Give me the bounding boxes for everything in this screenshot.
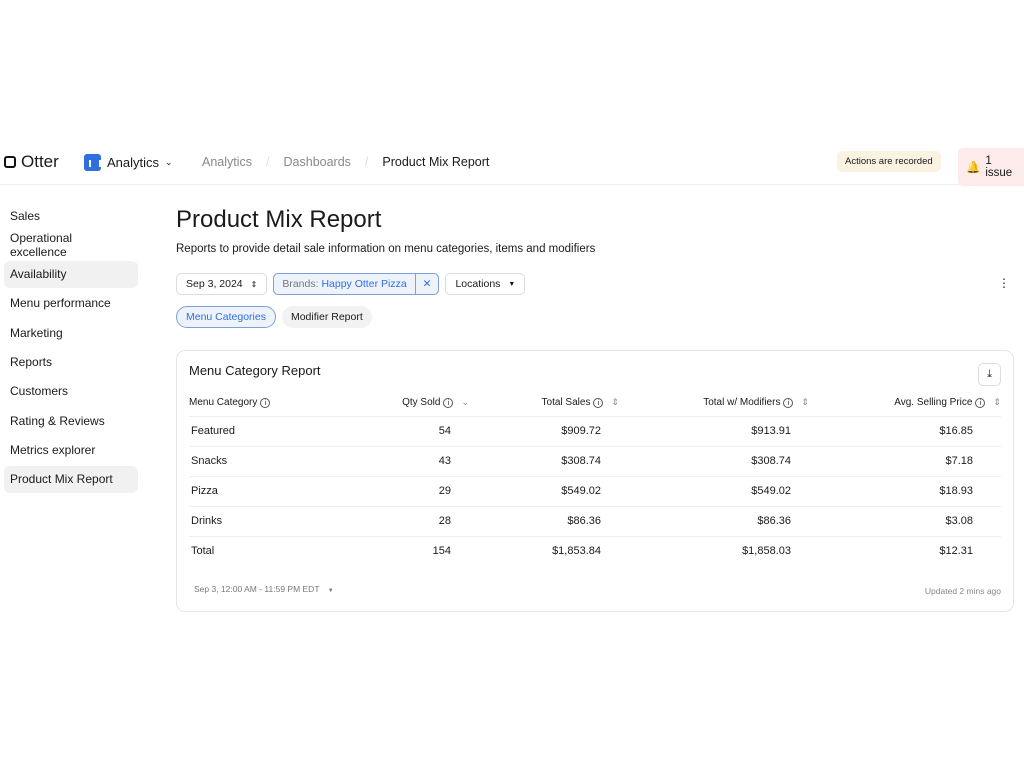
report-table: Menu Category i Qty Sold i ⌄ Total Sales i ⇕ … bbox=[189, 389, 1001, 566]
breadcrumb-current: Product Mix Report bbox=[382, 155, 490, 169]
info-icon: i bbox=[443, 397, 454, 408]
caret-down-icon: ▼ bbox=[508, 280, 516, 288]
column-header[interactable]: Menu Category i bbox=[189, 389, 339, 417]
table-cell: $1,858.03 bbox=[742, 545, 791, 558]
locations-dropdown[interactable]: Locations ▼ bbox=[445, 273, 526, 295]
time-range-dropdown[interactable]: Sep 3, 12:00 AM - 11:59 PM EDT ▼ bbox=[194, 584, 334, 594]
table-cell: $12.31 bbox=[939, 545, 973, 558]
logo-icon bbox=[4, 156, 16, 168]
column-header[interactable]: Total w/ Modifiers i ⇕ bbox=[619, 389, 809, 417]
report-title: Menu Category Report bbox=[189, 363, 321, 378]
sidebar-item-rating-reviews[interactable]: Rating & Reviews bbox=[10, 413, 105, 428]
info-icon: i bbox=[975, 397, 986, 408]
date-value: Sep 3, 2024 bbox=[186, 278, 243, 290]
table-cell: 54 bbox=[339, 416, 469, 447]
close-icon[interactable]: ✕ bbox=[414, 274, 439, 294]
locations-label: Locations bbox=[455, 278, 501, 290]
column-header[interactable]: Total Sales i ⇕ bbox=[469, 389, 619, 417]
sidebar-item-operational-excellence[interactable]: Operational excellence bbox=[10, 230, 73, 259]
table-cell: $86.36 bbox=[619, 506, 809, 537]
report-tabs: Menu Categories Modifier Report bbox=[176, 306, 372, 328]
table-cell: $308.74 bbox=[469, 446, 619, 477]
logo-text: Otter bbox=[21, 152, 59, 171]
table-cell: $16.85 bbox=[809, 416, 1001, 447]
table-cell: $308.74 bbox=[619, 446, 809, 477]
sidebar-item-customers[interactable]: Customers bbox=[10, 384, 69, 399]
chevron-updown-icon: ⇕ bbox=[250, 279, 258, 289]
table-cell: Drinks bbox=[189, 506, 339, 537]
table-cell: 43 bbox=[339, 446, 469, 477]
page-title: Product Mix Report bbox=[176, 206, 382, 233]
table-cell: Snacks bbox=[189, 446, 339, 477]
date-picker[interactable]: Sep 3, 2024 ⇕ bbox=[176, 273, 268, 295]
table-row: Pizza 29 $549.02 $549.02 $18.93 bbox=[189, 476, 1001, 507]
table-cell: Featured bbox=[189, 416, 339, 447]
page-subtitle: Reports to provide detail sale informati… bbox=[176, 243, 596, 255]
table-cell: $86.36 bbox=[469, 506, 619, 537]
issues-button[interactable]: 🔔 1 issue bbox=[958, 148, 1024, 186]
table-cell: $1,853.84 bbox=[552, 545, 601, 558]
table-cell: Total bbox=[191, 545, 215, 558]
info-icon: i bbox=[783, 397, 794, 408]
sort-icon: ⇕ bbox=[801, 396, 809, 407]
table-cell: $909.72 bbox=[469, 416, 619, 447]
analytics-icon bbox=[84, 154, 101, 171]
total-row: Total 154 $1,853.84 $1,858.03 $12.31 bbox=[189, 536, 1001, 566]
table-cell: Pizza bbox=[189, 476, 339, 507]
table-row: Drinks 28 $86.36 $86.36 $3.08 bbox=[189, 506, 1001, 537]
tab-menu-categories[interactable]: Menu Categories bbox=[176, 306, 276, 328]
breadcrumb-analytics[interactable]: Analytics bbox=[202, 155, 253, 169]
brand-value: Happy Otter Pizza bbox=[321, 278, 407, 290]
tab-modifier-report[interactable]: Modifier Report bbox=[281, 306, 372, 328]
bell-icon: 🔔 bbox=[966, 162, 981, 174]
table-cell: 28 bbox=[339, 506, 469, 537]
more-options-icon[interactable]: ⋮ bbox=[998, 276, 1010, 290]
sidebar-item-reports[interactable]: Reports bbox=[10, 354, 53, 369]
otter-logo[interactable]: Otter bbox=[4, 152, 59, 172]
caret-down-icon: ▼ bbox=[327, 588, 334, 594]
app-name: Analytics bbox=[107, 155, 160, 170]
info-icon: i bbox=[593, 397, 604, 408]
column-header[interactable]: Avg. Selling Price i ⇕ bbox=[809, 389, 1001, 417]
breadcrumb: Analytics / Dashboards / Product Mix Repor… bbox=[202, 155, 490, 169]
sidebar: Sales Operational excellence Availabilit… bbox=[4, 202, 138, 495]
filters: Sep 3, 2024 ⇕ Brands: Happy Otter Pizza ✕ … bbox=[176, 273, 526, 295]
sidebar-item-metrics-explorer[interactable]: Metrics explorer bbox=[10, 442, 96, 457]
column-header[interactable]: Qty Sold i ⌄ bbox=[339, 389, 469, 417]
chevron-down-icon: ⌄ bbox=[165, 157, 173, 167]
sidebar-item-availability[interactable]: Availability bbox=[4, 260, 138, 288]
sort-icon: ⇕ bbox=[611, 396, 619, 407]
sidebar-item-sales[interactable]: Sales bbox=[10, 208, 41, 223]
table-row: Featured 54 $909.72 $913.91 $16.85 bbox=[189, 416, 1001, 447]
sidebar-item-menu-performance[interactable]: Menu performance bbox=[10, 296, 111, 311]
table-row: Snacks 43 $308.74 $308.74 $7.18 bbox=[189, 446, 1001, 477]
brand-label: Brands: bbox=[282, 278, 319, 290]
issue-count: 1 issue bbox=[985, 155, 1013, 179]
info-icon: i bbox=[260, 397, 271, 408]
download-icon[interactable]: ⤓ bbox=[978, 363, 1001, 386]
sidebar-item-product-mix-report[interactable]: Product Mix Report bbox=[4, 465, 138, 493]
breadcrumb-dashboards[interactable]: Dashboards bbox=[283, 155, 351, 169]
table-cell: $549.02 bbox=[469, 476, 619, 507]
sidebar-item-marketing[interactable]: Marketing bbox=[10, 325, 63, 340]
menu-category-report-card: Menu Category Report ⤓ Menu Category i Qt… bbox=[176, 350, 1014, 612]
table-cell: $7.18 bbox=[809, 446, 1001, 477]
table-cell: $913.91 bbox=[619, 416, 809, 447]
table-cell: $549.02 bbox=[619, 476, 809, 507]
sort-desc-icon: ⌄ bbox=[461, 396, 469, 407]
table-cell: $3.08 bbox=[809, 506, 1001, 537]
sort-icon: ⇕ bbox=[993, 396, 1001, 407]
table-cell: 154 bbox=[432, 545, 451, 558]
table-cell: $18.93 bbox=[809, 476, 1001, 507]
top-bar: Otter Analytics ⌄ Analytics / Dashboards / … bbox=[0, 140, 1024, 186]
actions-recorded-badge: Actions are recorded bbox=[837, 151, 941, 172]
updated-status: Updated 2 mins ago bbox=[924, 586, 1001, 596]
app-switcher[interactable]: Analytics ⌄ bbox=[84, 154, 173, 171]
table-cell: 29 bbox=[339, 476, 469, 507]
brand-filter[interactable]: Brands: Happy Otter Pizza ✕ bbox=[273, 273, 440, 295]
